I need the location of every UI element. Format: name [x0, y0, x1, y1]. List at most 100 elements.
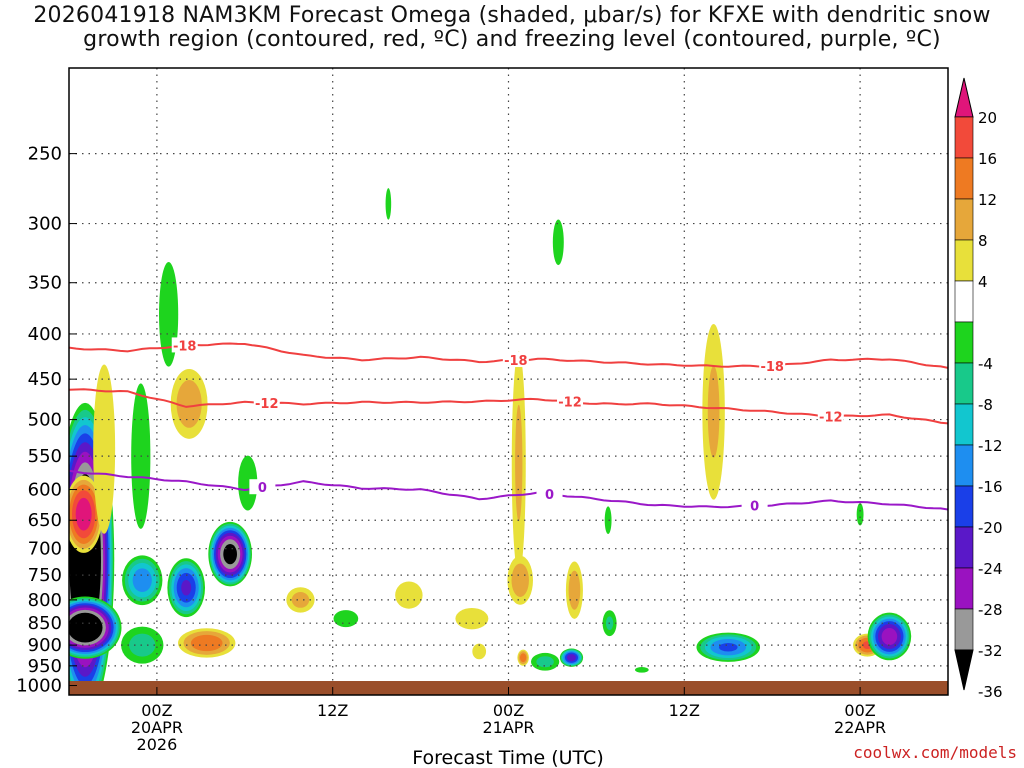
omega-cell — [559, 648, 584, 667]
omega-band — [93, 364, 116, 534]
contour-label: 0 — [545, 488, 554, 503]
x-tick-label: 12Z — [669, 701, 700, 720]
contour--12 — [69, 388, 948, 425]
omega-cell — [238, 455, 258, 511]
colorbar-label: 16 — [978, 150, 997, 168]
omega-cell — [702, 323, 725, 500]
omega-band — [567, 654, 576, 662]
colorbar-top-arrow — [954, 77, 974, 118]
contour-label: -12 — [558, 396, 582, 411]
omega-band — [634, 667, 649, 673]
x-tick-label: 00Z — [493, 701, 524, 720]
chart-title-line-1: 2026041918 NAM3KM Forecast Omega (shaded… — [33, 3, 991, 28]
y-tick-label: 450 — [28, 369, 62, 390]
omega-cell — [385, 188, 392, 220]
x-tick-label: 22APR — [834, 718, 886, 737]
colorbar-label: -8 — [978, 396, 993, 414]
y-tick-label: 1000 — [16, 676, 62, 697]
contour-label-bg — [171, 337, 198, 353]
colorbar-label: -4 — [978, 355, 993, 373]
colorbar-label: 12 — [978, 191, 997, 209]
omega-cell — [507, 555, 533, 605]
x-tick-label: 20APR — [131, 718, 183, 737]
x-tick-label: 21APR — [482, 718, 534, 737]
omega-band — [69, 612, 103, 643]
contour-label-bg — [253, 394, 280, 410]
y-tick-label: 650 — [28, 510, 62, 531]
omega-cell — [208, 521, 252, 587]
colorbar-segment — [954, 321, 974, 364]
omega-cell — [395, 581, 423, 609]
omega-cell — [167, 558, 206, 618]
omega-cell — [455, 607, 489, 630]
y-tick-label: 550 — [28, 446, 62, 467]
colorbar-label: -32 — [978, 642, 1003, 660]
colorbar-segment — [954, 280, 974, 323]
y-tick-label: 700 — [28, 539, 62, 560]
colorbar-label: -28 — [978, 601, 1003, 619]
omega-band — [536, 656, 554, 668]
credit-text: coolwx.com/models — [853, 743, 1017, 762]
contour-0 — [69, 469, 948, 511]
contour-label: -12 — [255, 397, 279, 412]
omega-band — [604, 506, 612, 535]
contour-label: -18 — [504, 354, 528, 369]
omega-shading-layer — [69, 188, 912, 695]
omega-band — [385, 188, 392, 220]
omega-band — [132, 568, 152, 593]
omega-cell — [604, 506, 612, 535]
omega-band — [718, 642, 738, 652]
y-tick-label: 350 — [28, 273, 62, 294]
omega-cell — [472, 643, 487, 660]
omega-band — [455, 607, 489, 630]
contour-label-bg — [249, 479, 276, 495]
y-tick-label: 600 — [28, 480, 62, 501]
colorbar-segment — [954, 567, 974, 610]
contour-label: -18 — [173, 339, 197, 354]
contour-label-bg — [817, 408, 844, 424]
colorbar-segment — [954, 198, 974, 241]
chart-title-line-2: growth region (contoured, red, ºC) and f… — [83, 27, 941, 52]
omega-band — [129, 633, 156, 657]
omega-cell — [531, 652, 560, 671]
omega-band — [333, 610, 359, 628]
y-tick-label: 950 — [28, 656, 62, 677]
omega-cell — [552, 219, 564, 266]
x-axis-label: Forecast Time (UTC) — [412, 747, 603, 768]
colorbar-segment — [954, 485, 974, 528]
omega-cell — [93, 364, 116, 534]
omega-band — [511, 563, 529, 597]
omega-band — [881, 627, 898, 645]
contour-label-bg — [502, 352, 529, 368]
colorbar-label: -12 — [978, 437, 1003, 455]
colorbar-segment — [954, 444, 974, 487]
omega-cell — [517, 649, 529, 666]
colorbar-label: 4 — [978, 273, 988, 291]
omega-cell — [121, 626, 164, 664]
colorbar-segment — [954, 239, 974, 282]
colorbar-label: -36 — [978, 683, 1003, 701]
omega-cell — [634, 667, 649, 673]
omega-band — [190, 634, 223, 652]
omega-band — [856, 503, 864, 526]
omega-cell — [333, 610, 359, 628]
contour-label-bg — [741, 497, 768, 513]
y-axis: 2503003504004505005506006507007508008509… — [16, 144, 77, 697]
colorbar-segment — [954, 403, 974, 446]
omega-cell — [856, 503, 864, 526]
omega-band — [519, 653, 527, 663]
grid-layer — [69, 68, 948, 695]
omega-cell — [122, 555, 163, 606]
contour-label-bg — [536, 485, 563, 501]
y-tick-label: 400 — [28, 324, 62, 345]
omega-cell — [286, 587, 315, 613]
omega-cell — [170, 368, 208, 439]
omega-band — [176, 380, 202, 428]
contour-label: -18 — [760, 360, 784, 375]
omega-band — [181, 579, 192, 596]
y-tick-label: 500 — [28, 410, 62, 431]
colorbar-segment — [954, 608, 974, 651]
omega-band — [238, 455, 258, 511]
y-tick-label: 850 — [28, 613, 62, 634]
